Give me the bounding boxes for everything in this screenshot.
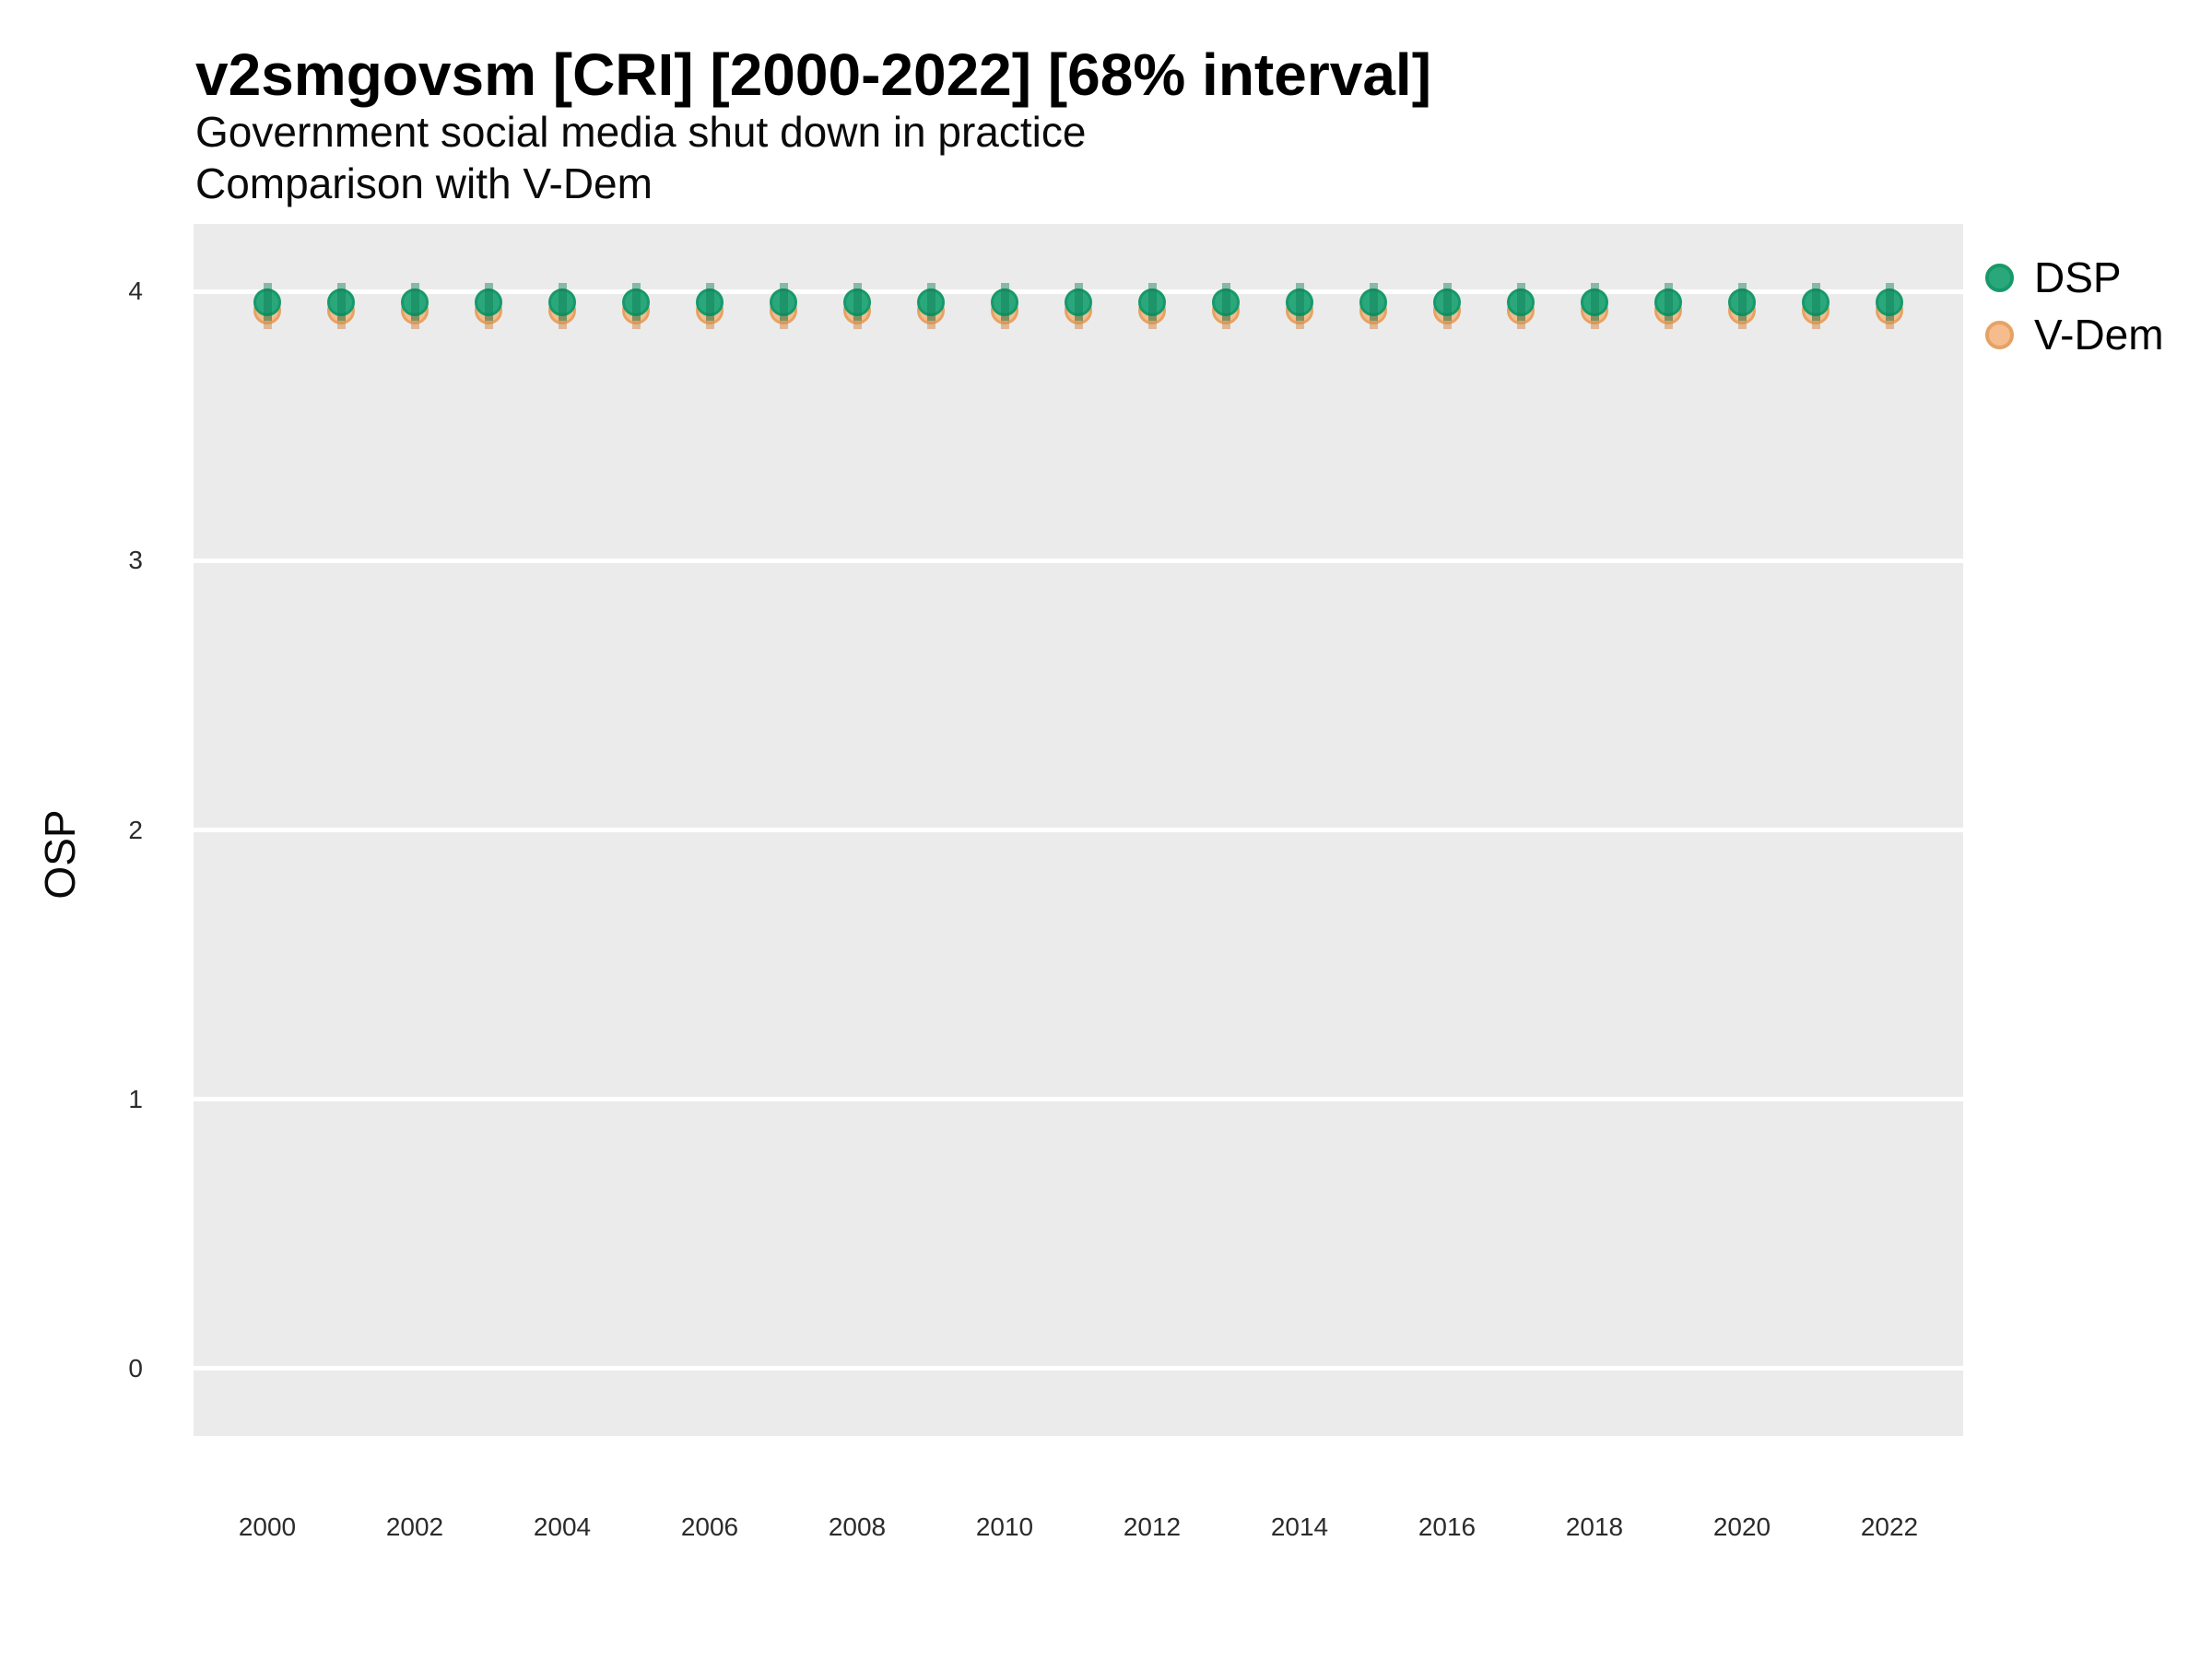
- interval-bar-dsp-2007: [779, 283, 788, 322]
- interval-bar-dsp-2006: [705, 283, 714, 322]
- legend-label-vdem: V-Dem: [2034, 311, 2164, 359]
- y-tick-label-1: 1: [128, 1084, 143, 1113]
- interval-bar-dsp-2021: [1811, 283, 1820, 322]
- interval-bar-dsp-2010: [1000, 283, 1009, 322]
- data-point-dsp-2011: [1065, 288, 1092, 316]
- data-point-dsp-2014: [1286, 288, 1313, 316]
- y-tick-label-3: 3: [128, 546, 143, 575]
- interval-bar-dsp-2018: [1590, 283, 1599, 322]
- y-tick-label-0: 0: [128, 1353, 143, 1382]
- plot-area: [194, 224, 1963, 1436]
- data-point-dsp-2021: [1802, 288, 1830, 316]
- data-point-dsp-2009: [917, 288, 945, 316]
- interval-bar-dsp-2009: [926, 283, 935, 322]
- interval-bar-dsp-2014: [1295, 283, 1304, 322]
- y-tick-label-2: 2: [128, 815, 143, 844]
- data-point-dsp-2004: [548, 288, 576, 316]
- data-point-dsp-2001: [327, 288, 355, 316]
- data-point-dsp-2005: [622, 288, 650, 316]
- gridline-y-1: [194, 1097, 1963, 1102]
- interval-bar-dsp-2020: [1737, 283, 1747, 322]
- interval-bar-dsp-2019: [1664, 283, 1673, 322]
- y-tick-label-4: 4: [128, 276, 143, 306]
- chart-title: v2smgovsm [CRI] [2000-2022] [68% interva…: [195, 41, 1431, 108]
- interval-bar-dsp-2003: [484, 283, 493, 322]
- x-tick-label-2020: 2020: [1712, 1512, 1771, 1541]
- interval-bar-dsp-2001: [336, 283, 346, 322]
- gridline-y-3: [194, 558, 1963, 563]
- x-tick-label-2002: 2002: [385, 1512, 444, 1541]
- legend-item-vdem: V-Dem: [1985, 306, 2164, 363]
- data-point-dsp-2000: [253, 288, 281, 316]
- data-point-dsp-2002: [401, 288, 429, 316]
- x-tick-label-2006: 2006: [680, 1512, 739, 1541]
- interval-bar-dsp-2012: [1147, 283, 1157, 322]
- data-point-dsp-2015: [1359, 288, 1387, 316]
- data-point-dsp-2022: [1876, 288, 1903, 316]
- x-tick-label-2008: 2008: [828, 1512, 887, 1541]
- x-tick-label-2010: 2010: [975, 1512, 1034, 1541]
- interval-bar-dsp-2004: [558, 283, 567, 322]
- legend-item-dsp: DSP: [1985, 249, 2164, 306]
- chart-subtitle-comparison: Comparison with V-Dem: [195, 159, 653, 207]
- interval-bar-dsp-2011: [1074, 283, 1083, 322]
- interval-bar-dsp-2005: [631, 283, 641, 322]
- interval-bar-dsp-2016: [1442, 283, 1452, 322]
- x-tick-label-2000: 2000: [238, 1512, 297, 1541]
- data-point-dsp-2008: [843, 288, 871, 316]
- x-tick-label-2012: 2012: [1123, 1512, 1182, 1541]
- x-tick-label-2014: 2014: [1270, 1512, 1329, 1541]
- x-tick-label-2018: 2018: [1565, 1512, 1624, 1541]
- chart-subtitle: Government social media shut down in pra…: [195, 108, 1087, 156]
- gridline-y-2: [194, 828, 1963, 832]
- legend-label-dsp: DSP: [2034, 253, 2122, 301]
- data-point-dsp-2013: [1212, 288, 1240, 316]
- x-tick-label-2022: 2022: [1860, 1512, 1919, 1541]
- vdem-legend-dot-icon: [1985, 320, 2014, 349]
- data-point-dsp-2016: [1433, 288, 1461, 316]
- data-point-dsp-2007: [770, 288, 797, 316]
- data-point-dsp-2019: [1654, 288, 1682, 316]
- data-point-dsp-2010: [991, 288, 1018, 316]
- data-point-dsp-2020: [1728, 288, 1756, 316]
- interval-bar-dsp-2000: [263, 283, 272, 322]
- data-point-dsp-2006: [696, 288, 724, 316]
- interval-bar-dsp-2017: [1516, 283, 1525, 322]
- dsp-legend-dot-icon: [1985, 263, 2014, 292]
- interval-bar-dsp-2008: [853, 283, 862, 322]
- data-point-dsp-2018: [1581, 288, 1608, 316]
- y-axis-title: OSP: [36, 809, 84, 900]
- interval-bar-dsp-2002: [410, 283, 419, 322]
- data-point-dsp-2017: [1507, 288, 1535, 316]
- interval-bar-dsp-2015: [1369, 283, 1378, 322]
- x-tick-label-2004: 2004: [533, 1512, 592, 1541]
- data-point-dsp-2012: [1138, 288, 1166, 316]
- gridline-y-0: [194, 1366, 1963, 1371]
- data-point-dsp-2003: [475, 288, 502, 316]
- interval-bar-dsp-2013: [1221, 283, 1230, 322]
- legend: DSP V-Dem: [1985, 249, 2164, 363]
- interval-bar-dsp-2022: [1885, 283, 1894, 322]
- x-tick-label-2016: 2016: [1418, 1512, 1477, 1541]
